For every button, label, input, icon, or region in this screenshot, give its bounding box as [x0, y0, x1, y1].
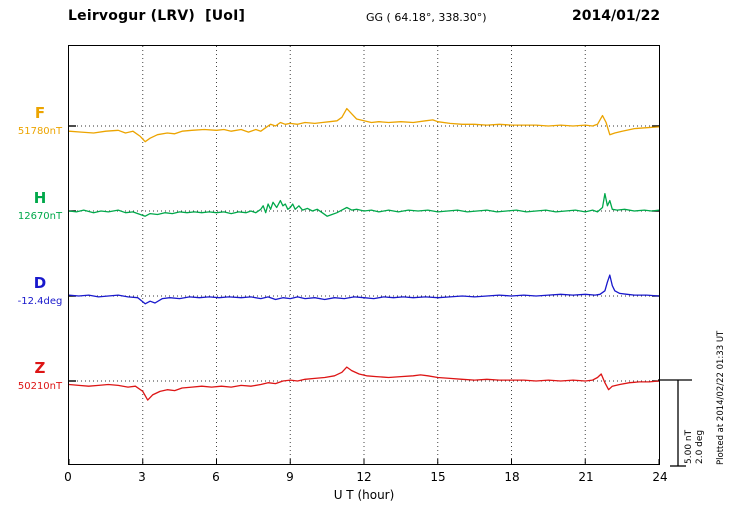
scale-label-nt: 5.00 nT — [684, 429, 694, 464]
trace-Z — [68, 366, 660, 401]
series-value-H: 12670nT — [17, 211, 63, 222]
trace-F — [68, 107, 660, 143]
page-title: Leirvogur (LRV) [UoI] — [68, 8, 246, 24]
trace-D — [68, 274, 660, 305]
x-tick-9: 9 — [286, 470, 294, 484]
x-tick-18: 18 — [504, 470, 520, 484]
x-tick-24: 24 — [652, 470, 668, 484]
geo-coordinates-label: GG ( 64.18°, 338.30°) — [366, 11, 487, 24]
x-tick-21: 21 — [578, 470, 594, 484]
date-label: 2014/01/22 — [572, 8, 661, 24]
series-letter-D: D — [33, 274, 47, 292]
series-letter-Z: Z — [34, 359, 46, 377]
x-tick-3: 3 — [138, 470, 146, 484]
magnetogram-chart — [68, 46, 660, 464]
series-letter-F: F — [34, 104, 46, 122]
plot-area — [68, 45, 660, 465]
scale-label-deg: 2.0 deg — [695, 429, 705, 464]
series-value-D: -12.4deg — [17, 296, 63, 307]
plotted-at-note: Plotted at 2014/02/22 01:33 UT — [716, 330, 726, 465]
series-value-Z: 50210nT — [17, 381, 63, 392]
x-tick-6: 6 — [212, 470, 220, 484]
x-tick-12: 12 — [356, 470, 372, 484]
x-tick-15: 15 — [430, 470, 446, 484]
x-tick-0: 0 — [64, 470, 72, 484]
x-axis-title: U T (hour) — [333, 488, 395, 502]
series-value-F: 51780nT — [17, 126, 63, 137]
series-letter-H: H — [33, 189, 47, 207]
scale-bar — [658, 379, 692, 467]
trace-H — [68, 192, 660, 217]
